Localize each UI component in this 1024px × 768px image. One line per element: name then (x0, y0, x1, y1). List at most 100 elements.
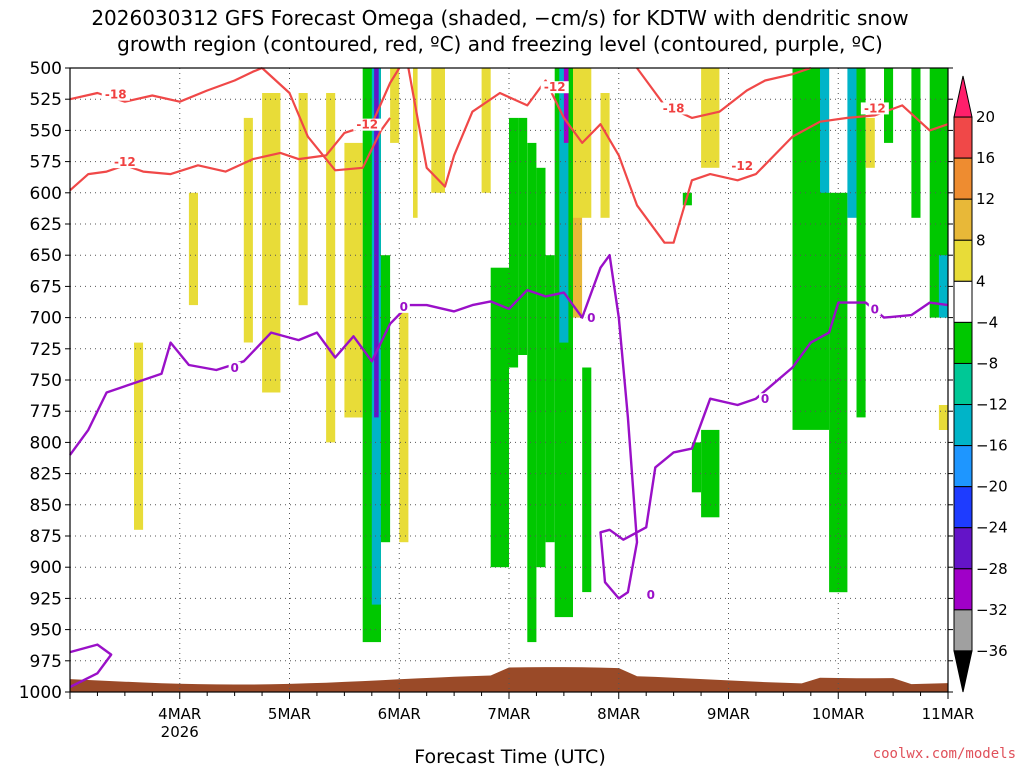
omega-shade-21 (536, 167, 546, 568)
contour-label-bg-11 (868, 303, 881, 316)
omega-shade-5 (298, 93, 308, 306)
contour-label-bg-0 (101, 88, 130, 101)
omega-shade-39 (865, 117, 875, 168)
y-tick-label-950: 950 (30, 621, 62, 641)
omega-shade-0 (124, 68, 134, 618)
contour-label-5: -12 (731, 159, 753, 173)
chart-title-line-2: growth region (contoured, red, ºC) and f… (117, 32, 883, 56)
colorbar-segment-12 (953, 568, 973, 611)
chart-title-line-1: 2026030312 GFS Forecast Omega (shaded, −… (91, 6, 908, 30)
omega-shade-14 (413, 68, 418, 218)
colorbar-segment-5 (953, 280, 973, 323)
omega-shade-7 (344, 142, 363, 418)
x-tick-label-10MAR: 10MAR (812, 705, 865, 723)
y-tick-label-700: 700 (30, 309, 62, 329)
colorbar-label-6: −8 (976, 354, 998, 372)
colorbar-segment-11 (953, 527, 973, 570)
omega-shade-10 (374, 68, 379, 418)
colorbar: 20 16 12 8 4 −4 −8 −12 −16 −20 −24 −28 −32 −36 (953, 75, 1008, 693)
y-axis-ticks: 500 525 550 575 600 625 650 675 700 725 750 775 800 8… (19, 59, 953, 703)
x-tick-sublabel-year: 2026 (161, 723, 199, 741)
omega-shade-41 (911, 68, 921, 218)
colorbar-segment-0 (953, 75, 973, 118)
omega-shade-17 (490, 267, 509, 568)
y-tick-label-1000: 1000 (19, 683, 62, 703)
contour-label-4: -18 (663, 101, 685, 115)
omega-shade-16 (481, 68, 491, 193)
colorbar-label-2: 12 (976, 190, 995, 208)
contour-label-12: 0 (647, 588, 655, 602)
y-tick-label-850: 850 (30, 496, 62, 516)
x-tick-label-11MAR: 11MAR (922, 705, 975, 723)
dgz-minus12-contour-mid (407, 67, 949, 244)
colorbar-label-11: −28 (976, 560, 1008, 578)
contour-label-bg-1 (110, 156, 139, 169)
y-tick-label-550: 550 (30, 121, 62, 141)
y-tick-label-500: 500 (30, 59, 62, 79)
colorbar-segment-1 (953, 116, 973, 159)
contour-label-2: -12 (356, 118, 378, 132)
contour-label-6: -12 (864, 101, 886, 115)
contour-label-7: 0 (400, 300, 408, 314)
colorbar-segment-8 (953, 404, 973, 447)
colorbar-label-8: −16 (976, 437, 1008, 455)
y-tick-label-625: 625 (30, 215, 62, 235)
colorbar-label-4: 4 (976, 272, 986, 290)
omega-shade-37 (847, 68, 857, 218)
colorbar-label-0: 20 (976, 108, 995, 126)
colorbar-segment-7 (953, 362, 973, 406)
y-tick-label-525: 525 (30, 90, 62, 110)
contour-label-0: -18 (105, 88, 127, 102)
colorbar-segment-10 (953, 486, 973, 529)
contour-label-11: 0 (871, 302, 879, 316)
omega-shade-15 (431, 68, 445, 193)
x-tick-label-5MAR: 5MAR (268, 705, 311, 723)
y-tick-label-600: 600 (30, 184, 62, 204)
colorbar-segment-4 (953, 239, 973, 282)
omega-shade-4 (262, 93, 281, 393)
colorbar-label-9: −20 (976, 478, 1008, 496)
colorbar-segment-6 (953, 321, 973, 364)
colorbar-label-12: −32 (976, 601, 1008, 619)
colorbar-segment-14 (953, 650, 973, 693)
contour-label-bg-9 (585, 312, 598, 325)
omega-shade-44 (938, 405, 948, 430)
y-tick-label-800: 800 (30, 433, 62, 453)
contour-label-bg-12 (644, 589, 657, 602)
omega-shade-18 (509, 117, 519, 368)
x-tick-label-4MAR: 4MAR (158, 705, 201, 723)
contour-label-bg-6 (860, 102, 889, 115)
contour-label-bg-4 (659, 102, 688, 115)
colorbar-segment-13 (953, 609, 973, 652)
dgz-minus18-contour (69, 66, 263, 103)
y-tick-label-825: 825 (30, 465, 62, 485)
credit-text: coolwx.com/models (873, 746, 1016, 762)
freezing-level-contour (69, 254, 949, 600)
contour-label-bg-3 (540, 81, 569, 94)
omega-shade-29 (600, 93, 610, 218)
omega-shade-24 (559, 68, 569, 343)
plot-area: -18 -12 -12 -12 -18 -12 -12 0 0 0 0 0 0 (69, 66, 949, 693)
contour-label-bg-8 (228, 362, 241, 375)
contour-label-3: -12 (544, 80, 566, 94)
omega-shade-2 (188, 192, 198, 306)
colorbar-label-5: −4 (976, 313, 998, 331)
contour-label-8: 0 (230, 361, 238, 375)
colorbar-label-1: 16 (976, 149, 995, 167)
y-tick-label-900: 900 (30, 558, 62, 578)
omega-shade-35 (820, 68, 830, 193)
omega-shade-26 (573, 192, 583, 318)
omega-shade-20 (527, 142, 537, 643)
x-tick-label-7MAR: 7MAR (487, 705, 530, 723)
omega-shade-36 (829, 192, 848, 593)
colorbar-label-3: 8 (976, 231, 986, 249)
y-tick-label-975: 975 (30, 652, 62, 672)
contour-label-bg-10 (759, 393, 772, 406)
contour-label-bg-5 (728, 159, 757, 172)
contour-label-9: 0 (587, 311, 595, 325)
omega-shade-12 (390, 68, 400, 143)
omega-shade-1 (134, 342, 144, 530)
omega-shade-3 (243, 117, 253, 343)
